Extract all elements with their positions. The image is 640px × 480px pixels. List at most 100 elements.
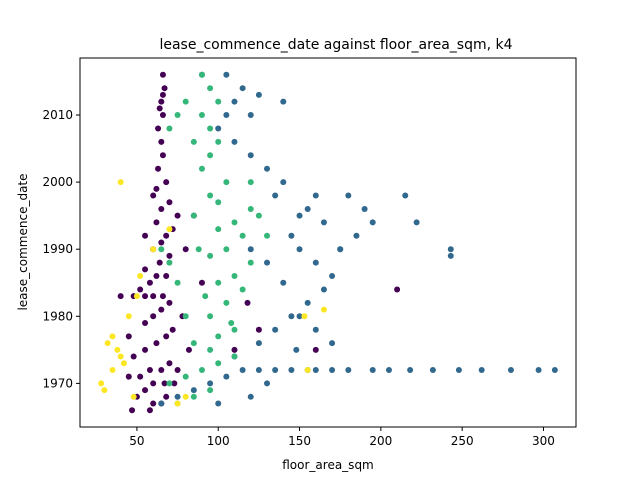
data-point-cluster-1 bbox=[478, 366, 485, 373]
data-point-cluster-1 bbox=[312, 326, 319, 333]
data-point-cluster-0 bbox=[159, 91, 166, 98]
data-point-cluster-2 bbox=[166, 125, 173, 132]
data-point-cluster-2 bbox=[207, 152, 214, 159]
data-point-cluster-1 bbox=[447, 246, 454, 253]
data-point-cluster-0 bbox=[163, 393, 170, 400]
data-point-cluster-0 bbox=[163, 333, 170, 340]
data-point-cluster-0 bbox=[153, 219, 160, 226]
data-point-cluster-2 bbox=[198, 165, 205, 172]
data-point-cluster-0 bbox=[163, 273, 170, 280]
data-point-cluster-0 bbox=[161, 85, 168, 92]
data-point-cluster-1 bbox=[247, 246, 254, 253]
data-point-cluster-0 bbox=[130, 353, 137, 360]
data-point-cluster-0 bbox=[146, 279, 153, 286]
data-point-cluster-0 bbox=[142, 266, 149, 273]
data-point-cluster-1 bbox=[231, 98, 238, 105]
data-point-cluster-1 bbox=[272, 326, 279, 333]
data-point-cluster-0 bbox=[158, 98, 165, 105]
data-point-cluster-3 bbox=[117, 179, 124, 186]
data-point-cluster-3 bbox=[166, 226, 173, 233]
data-point-cluster-3 bbox=[130, 393, 137, 400]
data-point-cluster-1 bbox=[190, 387, 197, 394]
data-point-cluster-0 bbox=[150, 380, 157, 387]
data-point-cluster-0 bbox=[166, 252, 173, 259]
data-point-cluster-3 bbox=[150, 246, 157, 253]
data-point-cluster-3 bbox=[109, 333, 116, 340]
data-point-cluster-1 bbox=[329, 273, 336, 280]
plot-frame bbox=[79, 57, 577, 428]
data-point-cluster-1 bbox=[272, 192, 279, 199]
data-point-cluster-1 bbox=[255, 366, 262, 373]
data-point-cluster-2 bbox=[207, 313, 214, 320]
data-point-cluster-2 bbox=[195, 246, 202, 253]
data-point-cluster-1 bbox=[288, 366, 295, 373]
data-point-cluster-2 bbox=[190, 212, 197, 219]
data-point-cluster-0 bbox=[163, 179, 170, 186]
data-point-cluster-1 bbox=[304, 205, 311, 212]
data-point-cluster-0 bbox=[161, 380, 168, 387]
data-point-cluster-2 bbox=[207, 252, 214, 259]
x-tick-label: 300 bbox=[532, 434, 555, 448]
data-point-cluster-1 bbox=[353, 232, 360, 239]
data-point-cluster-1 bbox=[535, 366, 542, 373]
data-point-cluster-0 bbox=[125, 373, 132, 380]
data-point-cluster-0 bbox=[142, 293, 149, 300]
data-point-cluster-2 bbox=[247, 205, 254, 212]
data-point-cluster-3 bbox=[174, 400, 181, 407]
data-point-cluster-2 bbox=[207, 346, 214, 353]
data-point-cluster-3 bbox=[98, 380, 105, 387]
data-point-cluster-2 bbox=[247, 179, 254, 186]
data-point-cluster-2 bbox=[202, 293, 209, 300]
data-point-cluster-2 bbox=[231, 273, 238, 280]
data-point-cluster-3 bbox=[125, 313, 132, 320]
x-tick-label: 50 bbox=[129, 434, 144, 448]
data-point-cluster-0 bbox=[182, 246, 189, 253]
data-point-cluster-2 bbox=[174, 112, 181, 119]
x-tick-label: 200 bbox=[369, 434, 392, 448]
data-point-cluster-0 bbox=[159, 293, 166, 300]
data-point-cluster-3 bbox=[304, 366, 311, 373]
data-point-cluster-1 bbox=[280, 98, 287, 105]
data-point-cluster-3 bbox=[101, 387, 108, 394]
data-point-cluster-2 bbox=[207, 85, 214, 92]
data-point-cluster-2 bbox=[215, 199, 222, 206]
data-point-cluster-0 bbox=[150, 192, 157, 199]
y-tick-label: 1970 bbox=[42, 376, 73, 390]
x-tick-label: 100 bbox=[207, 434, 230, 448]
data-point-cluster-1 bbox=[320, 219, 327, 226]
data-point-cluster-2 bbox=[231, 219, 238, 226]
data-point-cluster-1 bbox=[288, 232, 295, 239]
data-point-cluster-1 bbox=[369, 366, 376, 373]
data-point-cluster-0 bbox=[150, 400, 157, 407]
x-axis-ticks: 50 100 150 200 250 300 bbox=[129, 427, 555, 448]
data-point-cluster-2 bbox=[198, 366, 205, 373]
data-point-cluster-1 bbox=[507, 366, 514, 373]
data-point-cluster-0 bbox=[166, 299, 173, 306]
data-point-cluster-0 bbox=[137, 286, 144, 293]
data-point-cluster-0 bbox=[158, 205, 165, 212]
data-point-cluster-1 bbox=[429, 366, 436, 373]
data-point-cluster-1 bbox=[247, 112, 254, 119]
data-point-cluster-1 bbox=[264, 259, 271, 266]
y-tick-label: 2010 bbox=[42, 108, 73, 122]
data-point-cluster-1 bbox=[447, 252, 454, 259]
data-point-cluster-2 bbox=[174, 279, 181, 286]
data-point-cluster-1 bbox=[223, 373, 230, 380]
data-point-cluster-0 bbox=[153, 340, 160, 347]
data-point-cluster-2 bbox=[239, 232, 246, 239]
data-point-cluster-0 bbox=[174, 212, 181, 219]
data-point-cluster-1 bbox=[402, 192, 409, 199]
x-tick-label: 150 bbox=[288, 434, 311, 448]
data-point-cluster-0 bbox=[142, 346, 149, 353]
y-axis-label: lease_commence_date bbox=[16, 173, 30, 310]
data-point-cluster-1 bbox=[296, 313, 303, 320]
data-point-cluster-0 bbox=[150, 313, 157, 320]
data-point-cluster-1 bbox=[158, 400, 165, 407]
data-point-cluster-3 bbox=[320, 306, 327, 313]
data-point-cluster-3 bbox=[137, 273, 144, 280]
data-point-cluster-1 bbox=[361, 205, 368, 212]
data-point-cluster-2 bbox=[182, 98, 189, 105]
data-point-cluster-2 bbox=[190, 340, 197, 347]
data-point-cluster-2 bbox=[158, 246, 165, 253]
